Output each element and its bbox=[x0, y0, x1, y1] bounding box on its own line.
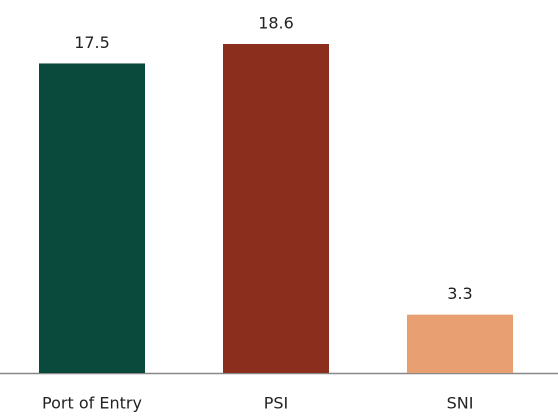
x-tick-label: PSI bbox=[264, 394, 289, 413]
bar bbox=[407, 314, 513, 373]
data-label: 17.5 bbox=[74, 33, 110, 52]
x-tick-label: SNI bbox=[447, 394, 474, 413]
data-label: 18.6 bbox=[258, 14, 294, 33]
data-label: 3.3 bbox=[447, 284, 472, 303]
x-tick-label: Port of Entry bbox=[42, 394, 142, 413]
bar bbox=[39, 63, 145, 373]
bar bbox=[223, 44, 329, 373]
